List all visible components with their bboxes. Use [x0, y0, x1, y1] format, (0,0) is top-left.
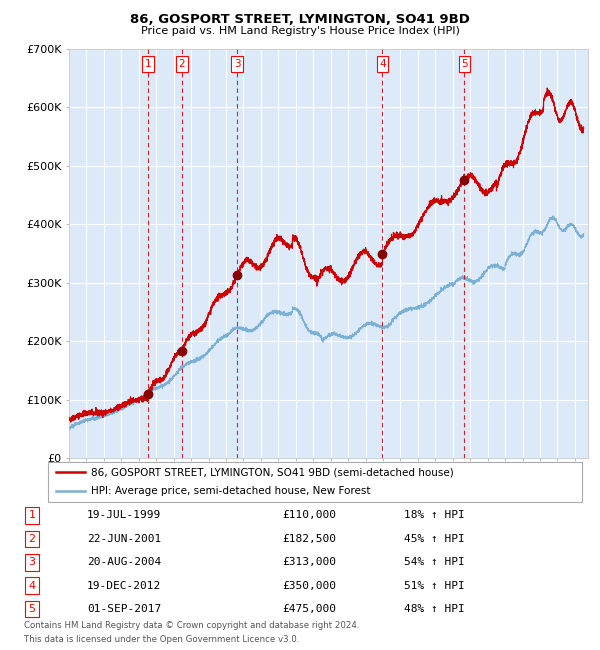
Text: 86, GOSPORT STREET, LYMINGTON, SO41 9BD: 86, GOSPORT STREET, LYMINGTON, SO41 9BD [130, 13, 470, 26]
Text: Price paid vs. HM Land Registry's House Price Index (HPI): Price paid vs. HM Land Registry's House … [140, 26, 460, 36]
Text: This data is licensed under the Open Government Licence v3.0.: This data is licensed under the Open Gov… [24, 634, 299, 644]
Text: 1: 1 [145, 59, 152, 69]
Text: 48% ↑ HPI: 48% ↑ HPI [404, 604, 464, 614]
Text: 19-DEC-2012: 19-DEC-2012 [87, 580, 161, 591]
Text: 4: 4 [379, 59, 386, 69]
Text: £350,000: £350,000 [283, 580, 337, 591]
Text: £475,000: £475,000 [283, 604, 337, 614]
Text: 18% ↑ HPI: 18% ↑ HPI [404, 510, 464, 521]
Text: 2: 2 [179, 59, 185, 69]
Text: 19-JUL-1999: 19-JUL-1999 [87, 510, 161, 521]
Text: £110,000: £110,000 [283, 510, 337, 521]
Text: HPI: Average price, semi-detached house, New Forest: HPI: Average price, semi-detached house,… [91, 486, 370, 496]
Text: 22-JUN-2001: 22-JUN-2001 [87, 534, 161, 544]
Text: Contains HM Land Registry data © Crown copyright and database right 2024.: Contains HM Land Registry data © Crown c… [24, 621, 359, 630]
Text: 45% ↑ HPI: 45% ↑ HPI [404, 534, 464, 544]
Text: 5: 5 [29, 604, 35, 614]
Text: 51% ↑ HPI: 51% ↑ HPI [404, 580, 464, 591]
Text: 3: 3 [234, 59, 241, 69]
Text: 1: 1 [29, 510, 35, 521]
Text: £313,000: £313,000 [283, 557, 337, 567]
Text: 54% ↑ HPI: 54% ↑ HPI [404, 557, 464, 567]
Text: 20-AUG-2004: 20-AUG-2004 [87, 557, 161, 567]
Text: 4: 4 [29, 580, 36, 591]
Text: 2: 2 [29, 534, 36, 544]
Text: 3: 3 [29, 557, 35, 567]
Text: £182,500: £182,500 [283, 534, 337, 544]
Text: 5: 5 [461, 59, 468, 69]
Text: 86, GOSPORT STREET, LYMINGTON, SO41 9BD (semi-detached house): 86, GOSPORT STREET, LYMINGTON, SO41 9BD … [91, 467, 454, 477]
Text: 01-SEP-2017: 01-SEP-2017 [87, 604, 161, 614]
